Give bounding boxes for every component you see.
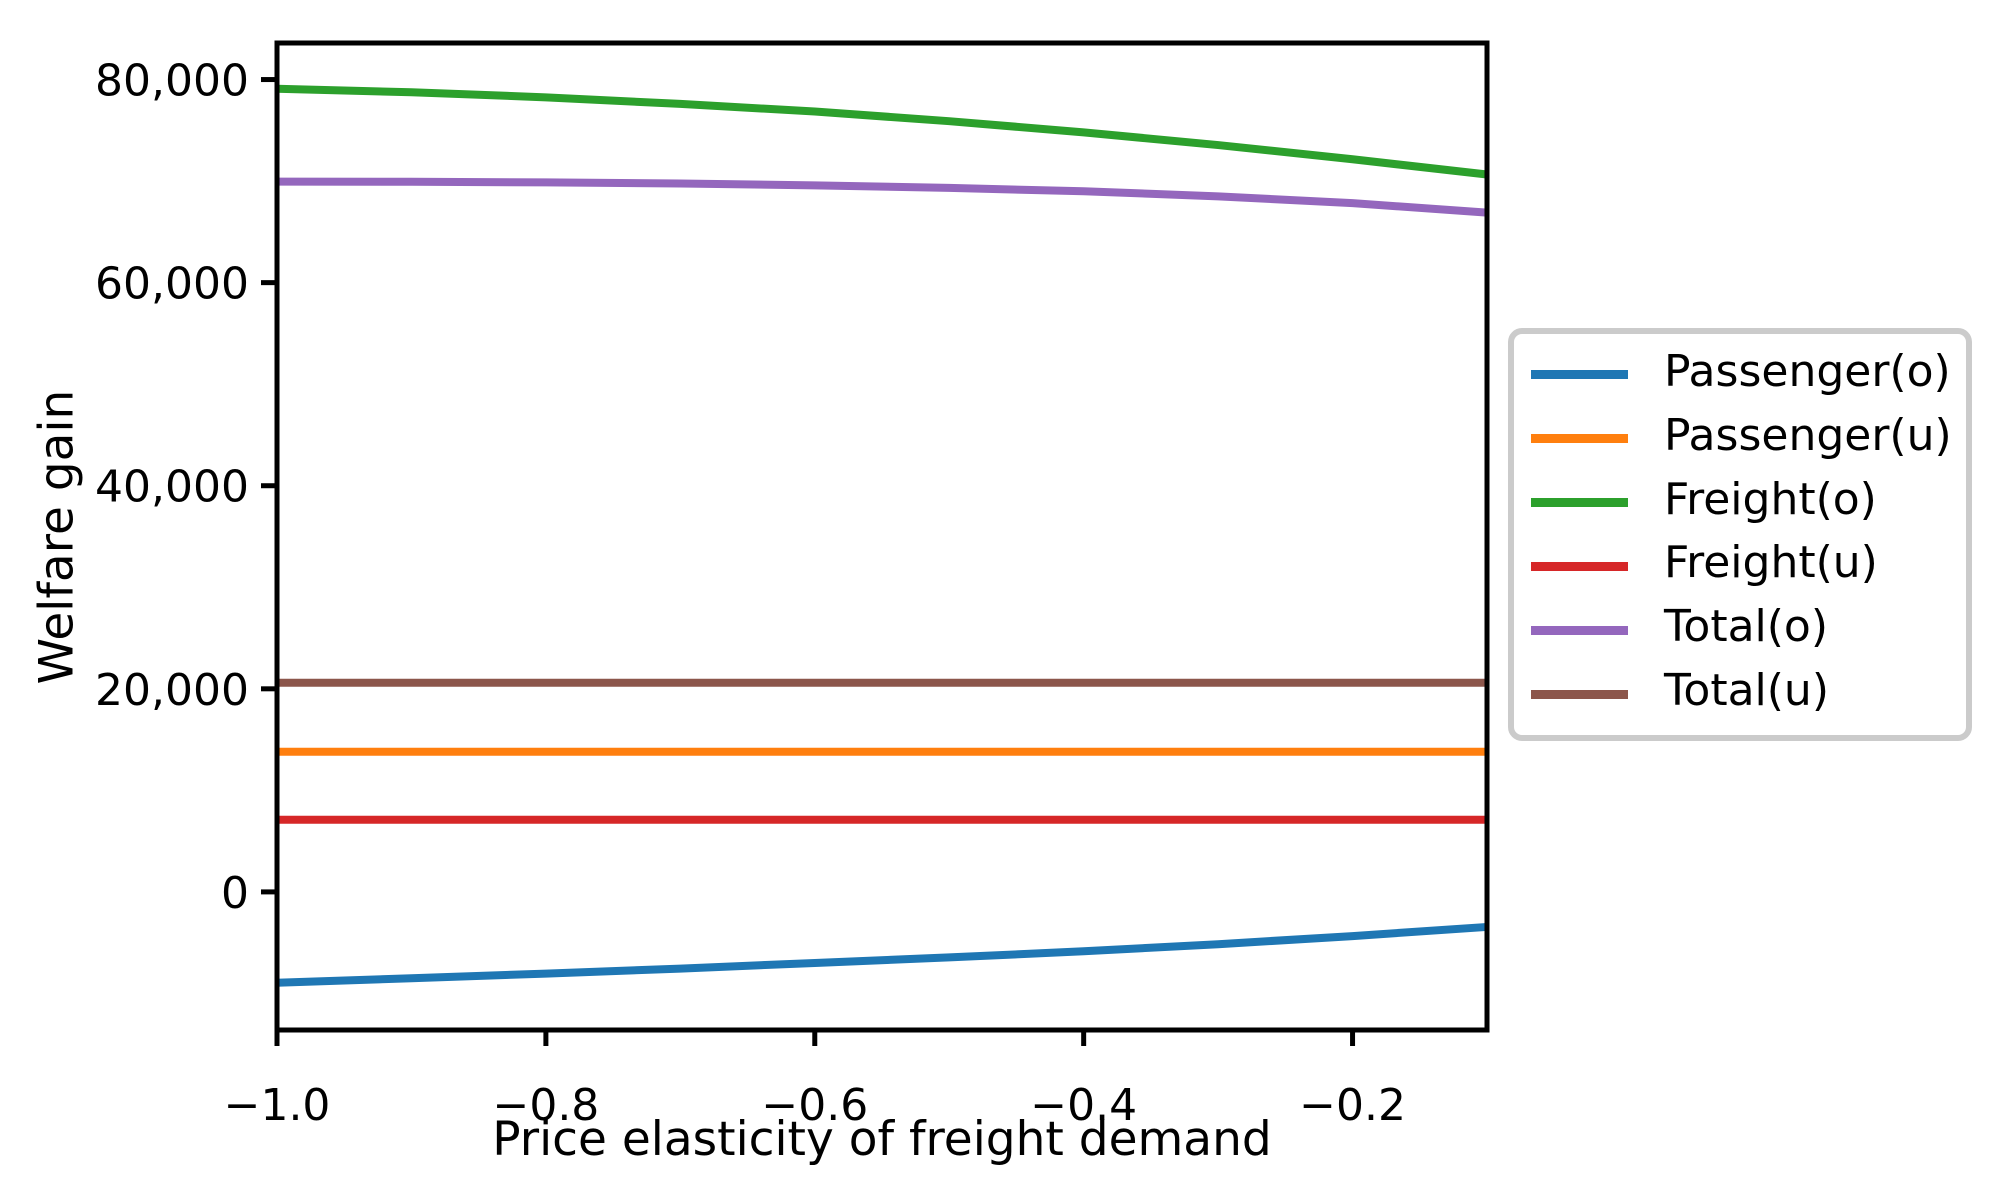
legend-label-total-o: Total(o) — [1664, 601, 1829, 653]
legend-swatch-freight-u — [1531, 561, 1628, 571]
legend-label-freight-o: Freight(o) — [1664, 473, 1877, 525]
legend-swatch-total-o — [1531, 625, 1628, 635]
series-lines — [276, 84, 1488, 987]
legend-item-passenger-u: Passenger(u) — [1531, 407, 1966, 471]
y-axis-label: Welfare gain — [29, 389, 85, 685]
legend-label-freight-u: Freight(u) — [1664, 537, 1878, 589]
legend-item-freight-u: Freight(u) — [1531, 534, 1966, 598]
legend-item-total-u: Total(u) — [1531, 662, 1966, 726]
y-tick-labels: 0 20,000 40,000 60,000 80,000 — [95, 56, 249, 919]
legend-swatch-total-u — [1531, 689, 1628, 699]
x-tick-label: −0.6 — [761, 1080, 868, 1131]
line-freighto — [276, 84, 1488, 179]
legend-label-passenger-o: Passenger(o) — [1664, 345, 1951, 397]
y-tick-label: 80,000 — [95, 56, 249, 107]
line-totalo — [276, 177, 1488, 217]
legend-label-total-u: Total(u) — [1664, 665, 1829, 717]
x-tick-label: −1.0 — [224, 1080, 331, 1131]
line-passengero — [276, 922, 1488, 987]
legend-label-passenger-u: Passenger(u) — [1664, 409, 1952, 461]
legend-swatch-freight-o — [1531, 498, 1628, 508]
y-tick-label: 40,000 — [95, 462, 249, 513]
y-tick-label: 20,000 — [95, 665, 249, 716]
y-tick-label: 0 — [221, 868, 249, 919]
legend-swatch-passenger-o — [1531, 370, 1628, 380]
x-tick-labels: −1.0 −0.8 −0.6 −0.4 −0.2 — [224, 1080, 1406, 1131]
x-tick-label: −0.8 — [492, 1080, 599, 1131]
legend-item-passenger-o: Passenger(o) — [1531, 343, 1966, 407]
plot-spines — [274, 40, 1490, 1033]
legend-item-freight-o: Freight(o) — [1531, 471, 1966, 535]
x-tick-label: −0.4 — [1030, 1080, 1137, 1131]
axes — [261, 40, 1490, 1046]
x-axis-label: Price elasticity of freight demand — [492, 1112, 1272, 1167]
y-tick-label: 60,000 — [95, 259, 249, 310]
legend: Passenger(o) Passenger(u) Freight(o) Fre… — [1508, 328, 1972, 741]
x-tick-label: −0.2 — [1299, 1080, 1406, 1131]
legend-swatch-passenger-u — [1531, 434, 1628, 444]
legend-item-total-o: Total(o) — [1531, 598, 1966, 662]
